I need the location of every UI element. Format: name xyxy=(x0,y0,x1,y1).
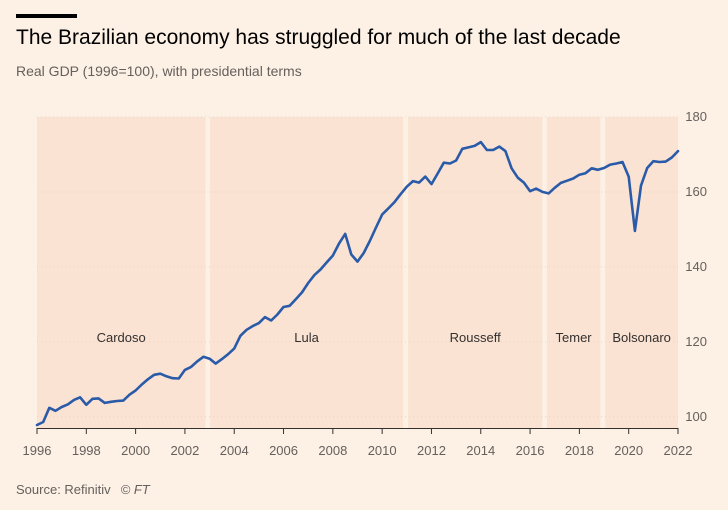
x-tick-2022: 2022 xyxy=(664,443,693,458)
x-tick-2014: 2014 xyxy=(466,443,495,458)
term-band-temer xyxy=(546,117,601,428)
x-tick-2020: 2020 xyxy=(614,443,643,458)
term-label-lula: Lula xyxy=(294,330,319,345)
x-tick-2004: 2004 xyxy=(220,443,249,458)
term-label-cardoso: Cardoso xyxy=(97,330,146,345)
x-tick-1996: 1996 xyxy=(23,443,52,458)
term-band-bolsonaro xyxy=(605,117,678,428)
chart-title: The Brazilian economy has struggled for … xyxy=(16,26,621,49)
x-axis: 1996 1998 2000 2002 2004 2006 2008 2010 2012 2014… xyxy=(23,428,693,458)
x-tick-2002: 2002 xyxy=(170,443,199,458)
term-labels: Cardoso Lula Rousseff Temer Bolsonaro xyxy=(97,330,671,345)
x-tick-2012: 2012 xyxy=(417,443,446,458)
term-label-temer: Temer xyxy=(556,330,593,345)
x-tick-2010: 2010 xyxy=(368,443,397,458)
y-tick-180: 180 xyxy=(685,109,707,124)
term-band-cardoso xyxy=(37,117,206,428)
term-band-rousseff xyxy=(408,117,543,428)
x-tick-1998: 1998 xyxy=(72,443,101,458)
y-axis: 100 120 140 160 180 xyxy=(685,109,707,424)
y-tick-120: 120 xyxy=(685,334,707,349)
x-tick-2016: 2016 xyxy=(516,443,545,458)
title-rule xyxy=(16,14,77,18)
series-line-real-gdp xyxy=(35,140,680,427)
gridlines xyxy=(37,116,678,418)
y-tick-160: 160 xyxy=(685,184,707,199)
ft-credit: © FT xyxy=(120,482,150,497)
y-tick-140: 140 xyxy=(685,259,707,274)
presidential-term-bands xyxy=(37,117,678,428)
term-band-lula xyxy=(210,117,404,428)
x-tick-2008: 2008 xyxy=(318,443,347,458)
x-tick-2000: 2000 xyxy=(121,443,150,458)
chart-footer: Source: Refinitiv © FT xyxy=(16,482,150,497)
chart-subtitle: Real GDP (1996=100), with presidential t… xyxy=(16,63,302,79)
gdp-chart: Cardoso Lula Rousseff Temer Bolsonaro 1996 19… xyxy=(23,109,707,458)
x-tick-2006: 2006 xyxy=(269,443,298,458)
source-note: Source: Refinitiv xyxy=(16,482,111,497)
term-label-rousseff: Rousseff xyxy=(450,330,501,345)
term-label-bolsonaro: Bolsonaro xyxy=(612,330,671,345)
y-tick-100: 100 xyxy=(685,409,707,424)
x-tick-2018: 2018 xyxy=(565,443,594,458)
series-layer xyxy=(35,140,680,427)
